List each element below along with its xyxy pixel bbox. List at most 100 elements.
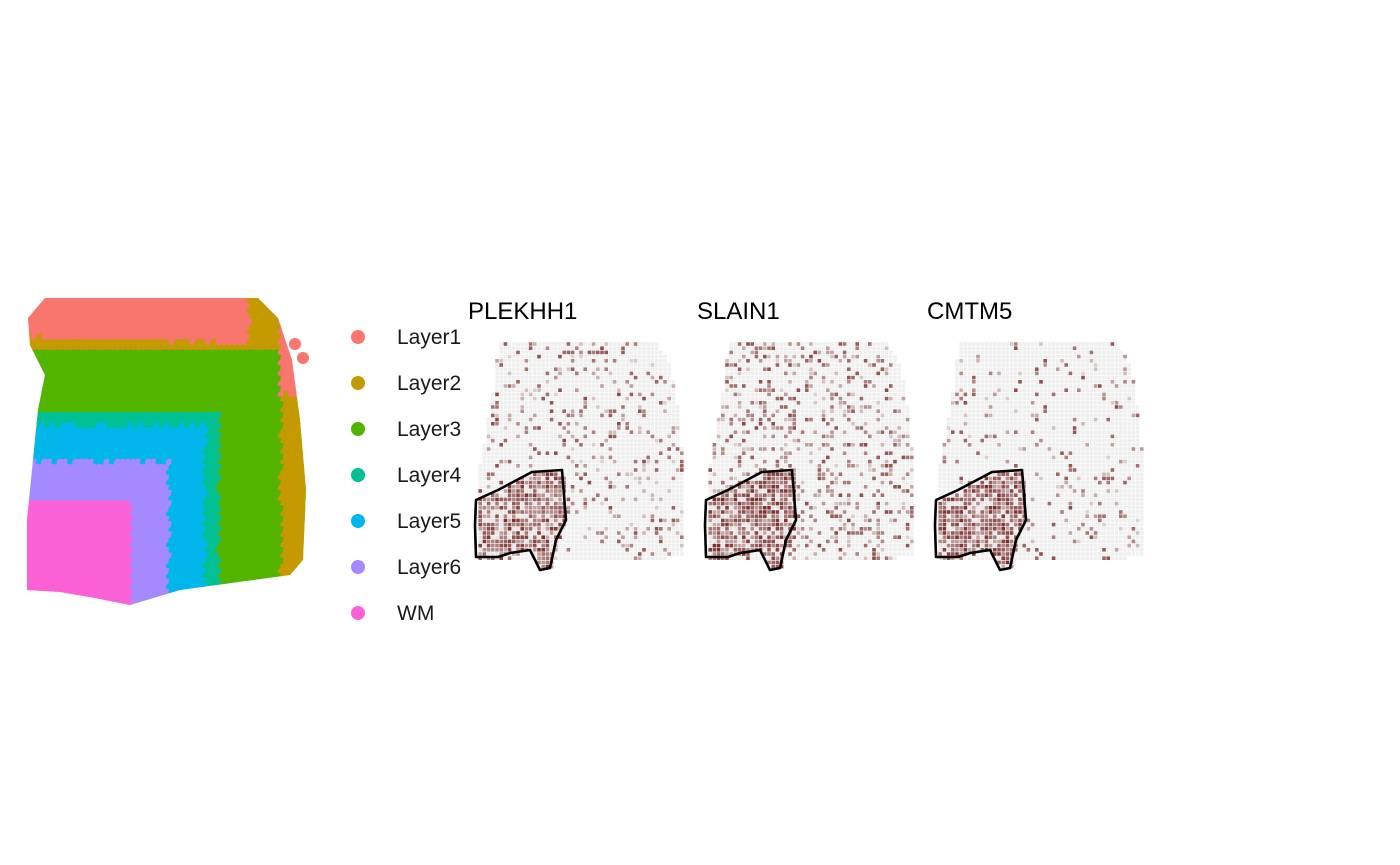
domain-spot	[197, 594, 205, 602]
domain-spot	[20, 407, 28, 415]
expression-spot	[655, 418, 659, 422]
expression-spot	[672, 405, 676, 409]
expression-spot	[630, 384, 634, 388]
expression-spot	[525, 485, 529, 489]
expression-spot	[487, 451, 491, 455]
expression-spot	[495, 367, 499, 371]
domain-spot	[233, 594, 241, 602]
legend-label: Layer4	[397, 464, 462, 487]
expression-spot	[621, 460, 625, 464]
expression-spot	[550, 477, 554, 481]
expression-spot	[537, 376, 541, 380]
expression-spot	[546, 414, 550, 418]
expression-spot	[672, 477, 676, 481]
expression-spot	[583, 363, 587, 367]
expression-spot	[667, 409, 671, 413]
expression-spot	[655, 443, 659, 447]
domain-spot	[272, 578, 280, 586]
domain-spot	[293, 329, 301, 337]
expression-spot	[667, 422, 671, 426]
expression-spot	[562, 443, 566, 447]
expression-spot	[613, 346, 617, 350]
expression-spot	[512, 439, 516, 443]
expression-spot	[659, 485, 663, 489]
expression-spot	[625, 388, 629, 392]
domain-spot	[246, 599, 254, 607]
expression-spot	[638, 351, 642, 355]
domain-spot	[301, 375, 309, 383]
expression-spot	[655, 472, 659, 476]
domain-spot	[96, 599, 104, 607]
expression-spot	[499, 430, 503, 434]
expression-spot	[537, 489, 541, 493]
expression-spot	[491, 451, 495, 455]
expression-spot	[537, 460, 541, 464]
expression-spot	[491, 439, 495, 443]
expression-spot	[613, 439, 617, 443]
expression-spot	[550, 426, 554, 430]
expression-spot	[562, 464, 566, 468]
domain-spot	[306, 438, 314, 446]
domain-spot	[293, 578, 301, 586]
expression-spot	[508, 460, 512, 464]
expression-spot	[583, 401, 587, 405]
expression-spot	[592, 384, 596, 388]
expression-spot	[625, 426, 629, 430]
expression-spot	[617, 409, 621, 413]
legend-key-layer1	[351, 330, 365, 344]
legend-key-layer6	[351, 560, 365, 574]
domain-spot	[33, 391, 41, 399]
expression-spot	[575, 485, 579, 489]
domain-spot	[205, 599, 213, 607]
expression-spot	[600, 388, 604, 392]
expression-spot	[583, 443, 587, 447]
domain-spot	[20, 417, 28, 425]
expression-spot	[600, 443, 604, 447]
domain-spot	[280, 583, 288, 591]
expression-spot	[575, 376, 579, 380]
expression-spot	[646, 464, 650, 468]
expression-spot	[613, 388, 617, 392]
expression-spot	[617, 388, 621, 392]
expression-spot	[659, 397, 663, 401]
expression-spot	[512, 363, 516, 367]
expression-spot	[655, 414, 659, 418]
expression-spot	[508, 388, 512, 392]
expression-spot	[592, 372, 596, 376]
expression-spot	[651, 430, 655, 434]
expression-spot	[529, 456, 533, 460]
expression-spot	[575, 359, 579, 363]
expression-spot	[537, 372, 541, 376]
domain-spot	[270, 292, 278, 300]
expression-spot	[529, 401, 533, 405]
domain-spot	[306, 344, 314, 352]
expression-spot	[583, 460, 587, 464]
expression-spot	[525, 489, 529, 493]
domain-spot	[64, 599, 72, 607]
domain-spot	[304, 433, 312, 441]
expression-spot	[663, 397, 667, 401]
expression-spot	[625, 409, 629, 413]
expression-spot	[596, 346, 600, 350]
expression-spot	[550, 342, 554, 346]
expression-spot	[525, 346, 529, 350]
expression-spot	[567, 376, 571, 380]
expression-spot	[651, 397, 655, 401]
domain-spot	[304, 578, 312, 586]
expression-spot	[621, 451, 625, 455]
domain-spot	[20, 365, 28, 373]
expression-spot	[630, 451, 634, 455]
domain-spot	[304, 297, 312, 305]
expression-spot	[579, 468, 583, 472]
expression-spot	[592, 363, 596, 367]
expression-spot	[659, 422, 663, 426]
expression-spot	[596, 443, 600, 447]
expression-spot	[499, 363, 503, 367]
domain-spot	[33, 370, 41, 378]
expression-spot	[499, 468, 503, 472]
expression-spot	[491, 430, 495, 434]
expression-spot	[499, 443, 503, 447]
expression-spot	[655, 393, 659, 397]
expression-spot	[609, 346, 613, 350]
expression-spot	[558, 372, 562, 376]
